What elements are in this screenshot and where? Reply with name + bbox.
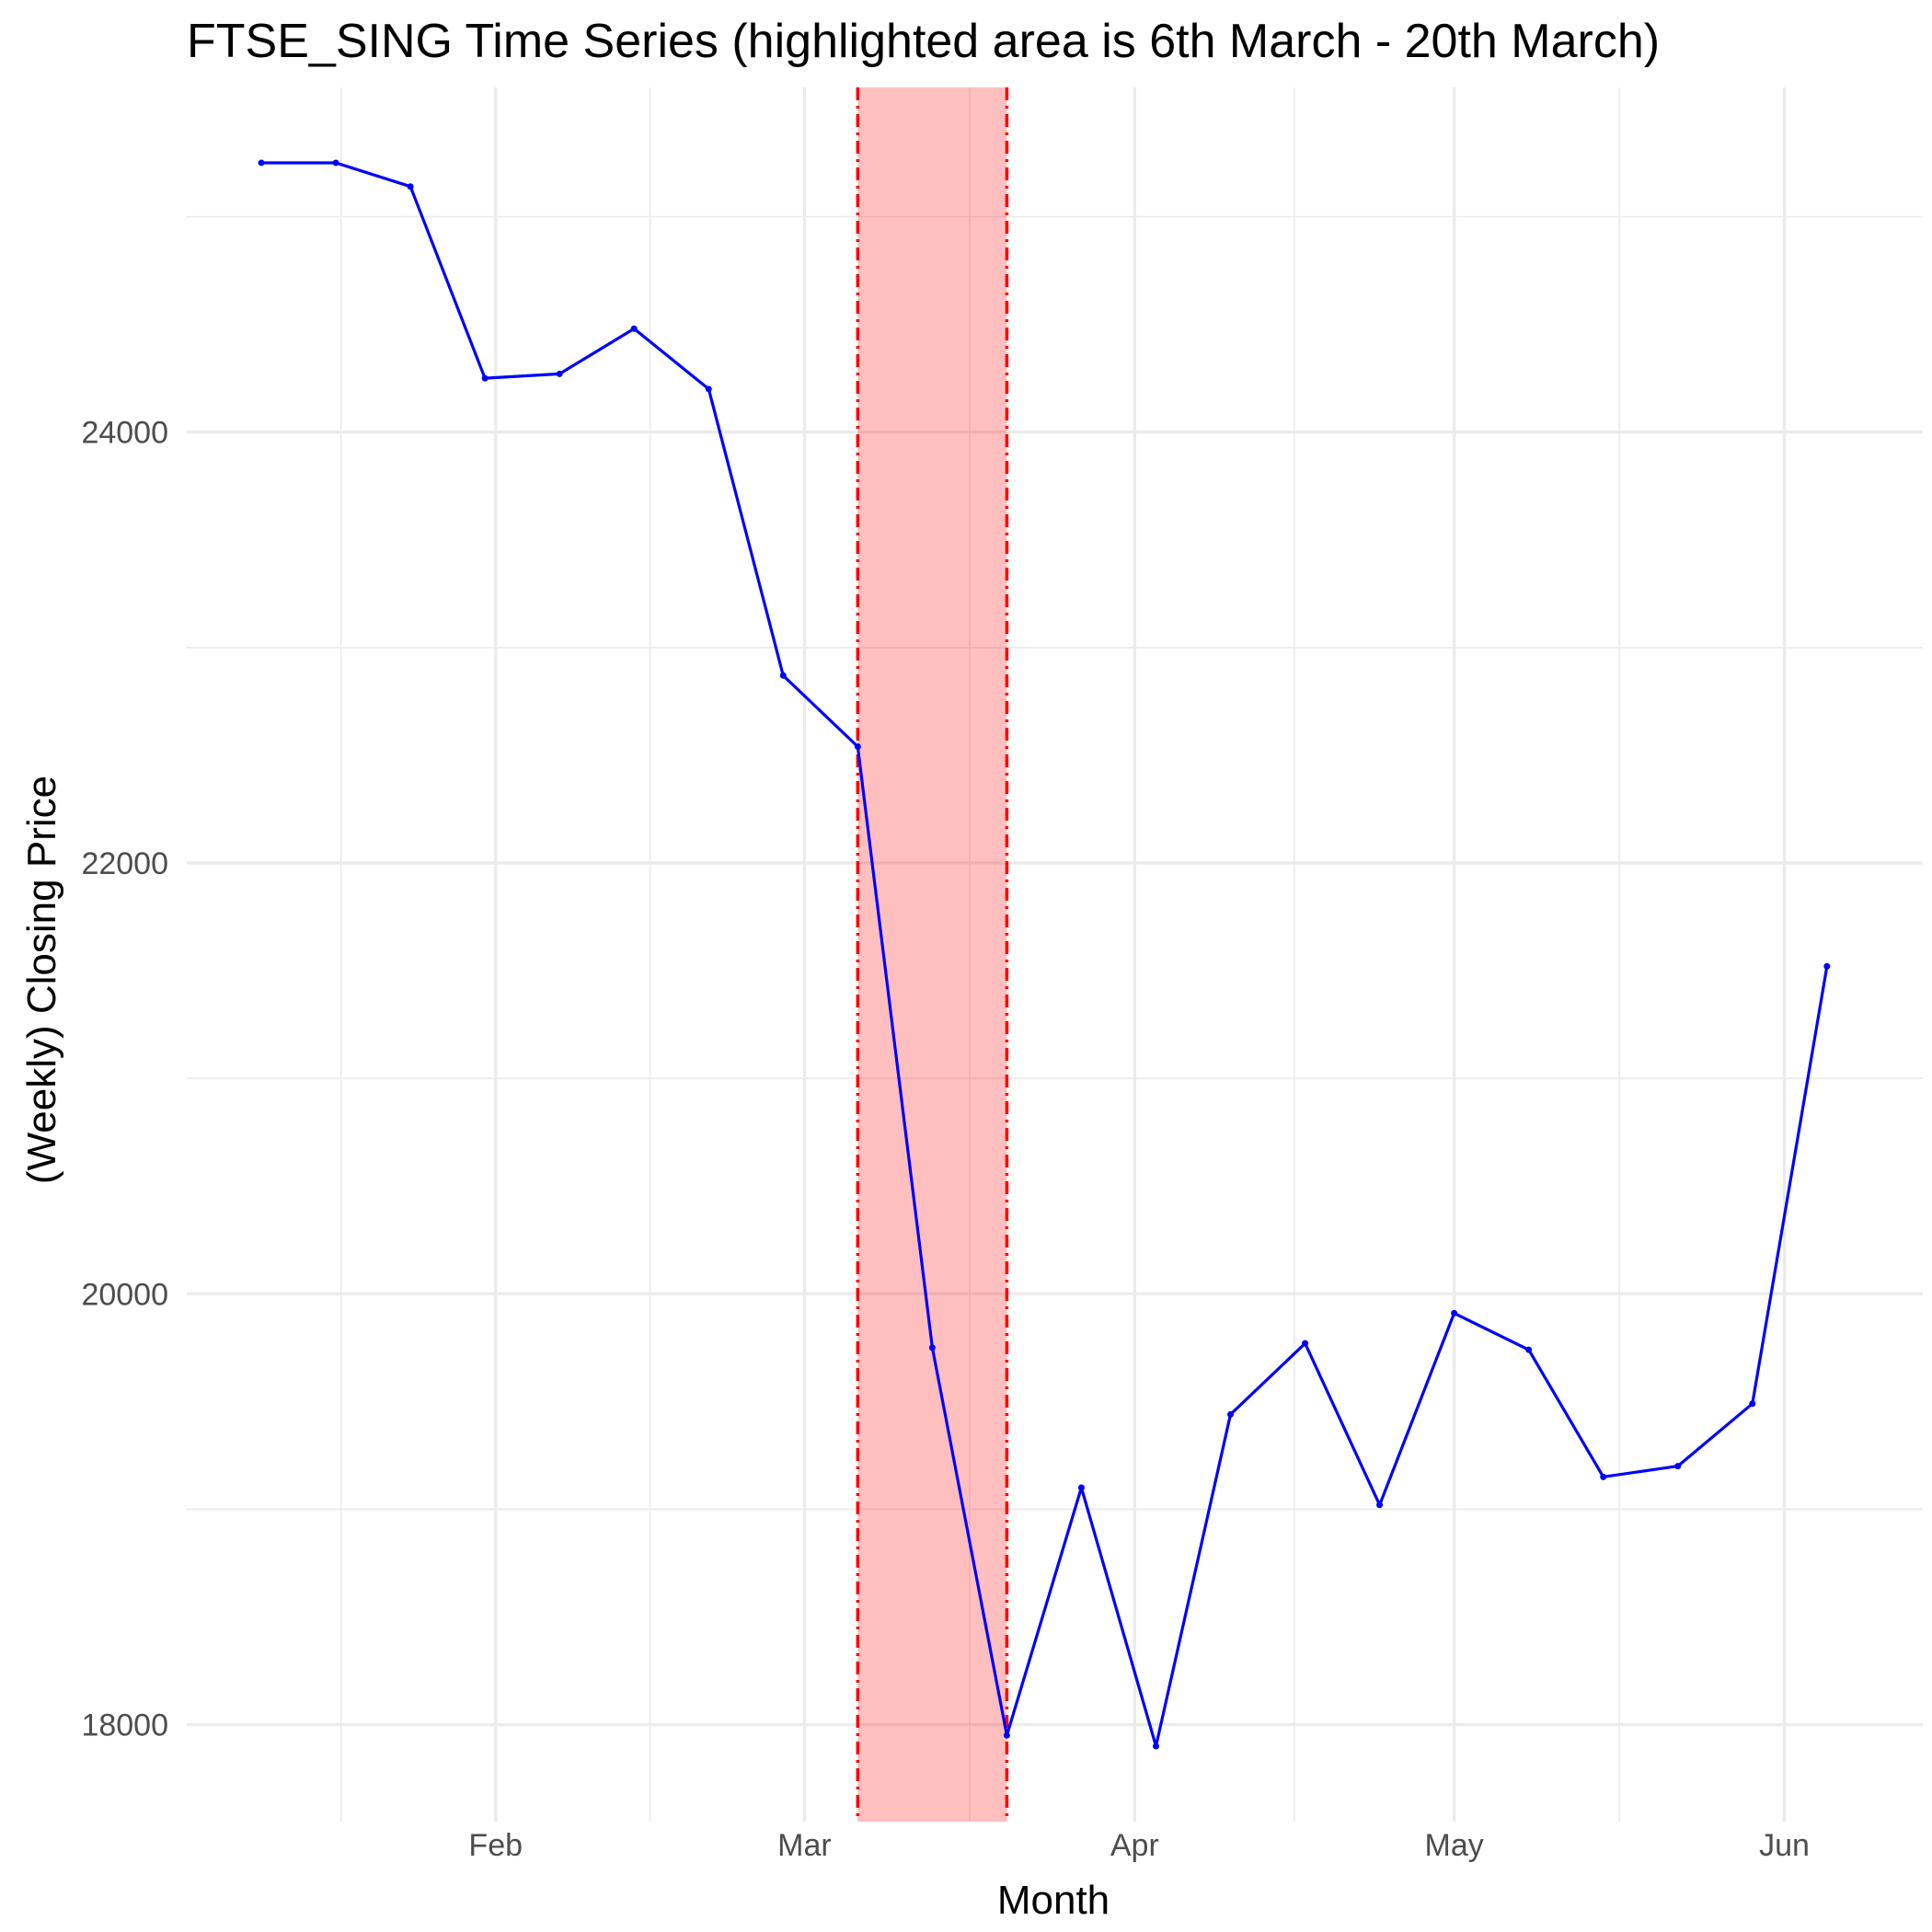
data-point (779, 672, 787, 679)
data-point (1823, 962, 1831, 970)
highlight-region (856, 87, 1009, 1822)
data-point (1302, 1340, 1309, 1347)
data-point (1077, 1484, 1085, 1491)
data-point (1600, 1473, 1607, 1480)
x-tick-label: Apr (1110, 1828, 1159, 1863)
series-line-path (261, 161, 1829, 1748)
data-point (1152, 1742, 1159, 1750)
y-tick-label: 18000 (81, 1708, 168, 1743)
grid-lines (187, 87, 1923, 1822)
x-tick-label: Mar (777, 1828, 832, 1863)
y-axis-title: (Weekly) Closing Price (19, 776, 64, 1184)
x-tick-label: Feb (468, 1828, 523, 1863)
data-point (1749, 1400, 1756, 1408)
x-tick-label: May (1425, 1828, 1484, 1863)
data-point (1525, 1346, 1533, 1353)
data-point (1003, 1731, 1010, 1739)
highlight-band (857, 87, 1007, 1822)
data-point (1376, 1501, 1384, 1509)
x-tick-label: Jun (1759, 1828, 1810, 1863)
data-point (1227, 1410, 1235, 1418)
y-tick-label: 20000 (81, 1277, 168, 1312)
data-point (705, 385, 712, 393)
y-axis-ticks: 18000 20000 22000 24000 (81, 416, 168, 1743)
x-axis-title: Month (997, 1878, 1110, 1923)
chart-title: FTSE_SING Time Series (highlighted area … (187, 15, 1660, 68)
data-point (481, 374, 489, 382)
data-point (630, 325, 638, 332)
data-point (854, 743, 861, 751)
y-tick-label: 24000 (81, 416, 168, 451)
y-tick-label: 22000 (81, 846, 168, 881)
data-point (556, 370, 563, 377)
data-point (1451, 1309, 1458, 1317)
data-point (258, 159, 265, 167)
data-point (332, 159, 339, 167)
x-axis-ticks: Feb Mar Apr May Jun (468, 1828, 1809, 1863)
data-point (1674, 1463, 1682, 1470)
series-line (258, 159, 1831, 1750)
data-point (928, 1344, 936, 1351)
data-point (407, 183, 414, 190)
